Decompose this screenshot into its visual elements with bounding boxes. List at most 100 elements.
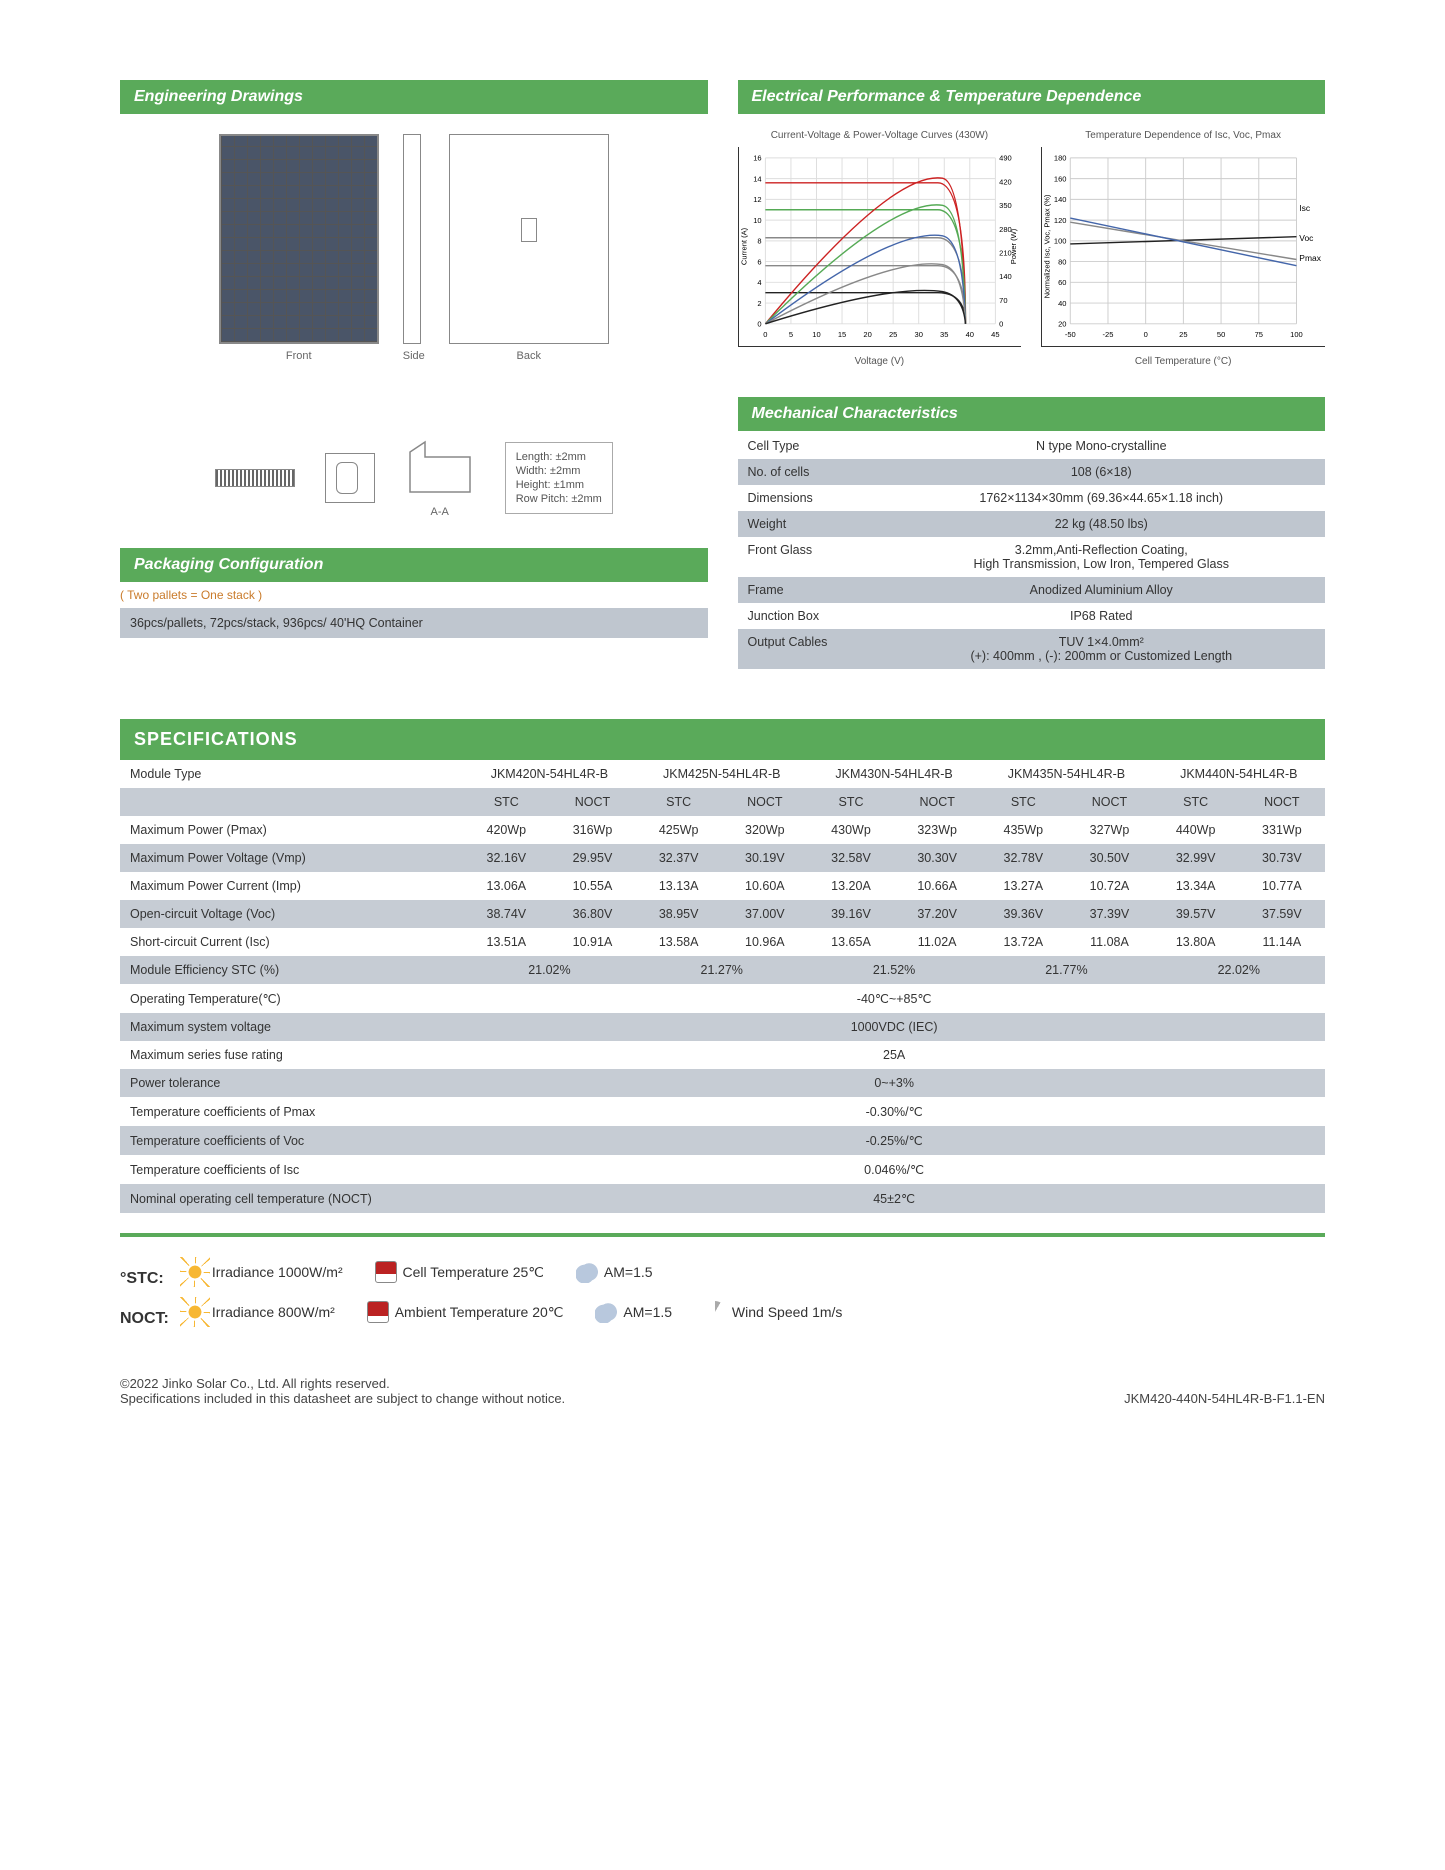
spec-val: 37.59V xyxy=(1239,900,1325,928)
spec-val: 10.72A xyxy=(1066,872,1152,900)
stc-1: Cell Temperature 25℃ xyxy=(403,1257,545,1288)
mech-val: Anodized Aluminium Alloy xyxy=(878,577,1326,603)
aa-label: A-A xyxy=(405,506,475,518)
charts-row: Current-Voltage & Power-Voltage Curves (… xyxy=(738,130,1326,367)
spec-val: 25A xyxy=(463,1041,1325,1069)
left-mid-col: A-A Length: ±2mm Width: ±2mm Height: ±1m… xyxy=(120,397,708,669)
mech-row: Weight22 kg (48.50 lbs) xyxy=(738,511,1326,537)
spec-val: 327Wp xyxy=(1066,816,1152,844)
svg-text:0: 0 xyxy=(763,330,767,339)
footer-left: ©2022 Jinko Solar Co., Ltd. All rights r… xyxy=(120,1376,565,1406)
spec-val: 320Wp xyxy=(722,816,808,844)
copyright-text: ©2022 Jinko Solar Co., Ltd. All rights r… xyxy=(120,1376,565,1391)
spec-table: Module TypeJKM420N-54HL4R-BJKM425N-54HL4… xyxy=(120,760,1325,1213)
spec-val: 30.19V xyxy=(722,844,808,872)
bracket-drawing: A-A xyxy=(405,437,475,518)
svg-text:Power (W): Power (W) xyxy=(1009,228,1018,264)
svg-text:Current (A): Current (A) xyxy=(739,227,748,265)
svg-text:10: 10 xyxy=(753,216,761,225)
svg-text:15: 15 xyxy=(837,330,845,339)
model-header: JKM425N-54HL4R-B xyxy=(636,760,808,788)
mech-val: 108 (6×18) xyxy=(878,459,1326,485)
cond-header: NOCT xyxy=(722,788,808,816)
spec-val: 39.16V xyxy=(808,900,894,928)
noct-row: NOCT: Irradiance 800W/m² Ambient Tempera… xyxy=(120,1297,1325,1337)
iv-xlabel: Voltage (V) xyxy=(738,356,1022,367)
spec-val: -0.30%/℃ xyxy=(463,1097,1325,1126)
spec-val: 21.27% xyxy=(636,956,808,984)
spec-val: 38.74V xyxy=(463,900,549,928)
svg-text:350: 350 xyxy=(999,201,1012,210)
side-drawing: Side xyxy=(403,134,425,362)
spec-val: 13.06A xyxy=(463,872,549,900)
noct-3: Wind Speed 1m/s xyxy=(732,1297,843,1328)
spec-val: 13.65A xyxy=(808,928,894,956)
spec-val: 37.20V xyxy=(894,900,980,928)
mech-key: Dimensions xyxy=(738,485,878,511)
mech-key: Cell Type xyxy=(738,433,878,459)
mech-row: Dimensions1762×1134×30mm (69.36×44.65×1.… xyxy=(738,485,1326,511)
cond-header: NOCT xyxy=(1066,788,1152,816)
spec-val: 32.58V xyxy=(808,844,894,872)
model-header: JKM435N-54HL4R-B xyxy=(980,760,1152,788)
clamp-drawing xyxy=(325,453,375,503)
svg-text:4: 4 xyxy=(757,278,761,287)
spec-val: 13.20A xyxy=(808,872,894,900)
drawings-container: Front Side Back xyxy=(120,134,708,362)
cloud-icon xyxy=(595,1301,617,1323)
spec-label: Module Efficiency STC (%) xyxy=(120,956,463,984)
pack-header: Packaging Configuration xyxy=(120,548,708,582)
spec-val: 11.02A xyxy=(894,928,980,956)
spec-val: 37.39V xyxy=(1066,900,1152,928)
cond-header: NOCT xyxy=(549,788,635,816)
spec-label: Operating Temperature(℃) xyxy=(120,984,463,1013)
spec-val: 331Wp xyxy=(1239,816,1325,844)
mech-key: No. of cells xyxy=(738,459,878,485)
svg-text:180: 180 xyxy=(1054,154,1067,163)
spec-val: 22.02% xyxy=(1153,956,1325,984)
mid-row: A-A Length: ±2mm Width: ±2mm Height: ±1m… xyxy=(120,397,1325,669)
front-drawing: Front xyxy=(219,134,379,362)
svg-text:0: 0 xyxy=(757,320,761,329)
spec-val: 10.66A xyxy=(894,872,980,900)
model-header: JKM430N-54HL4R-B xyxy=(808,760,980,788)
mech-row: Front Glass3.2mm,Anti-Reflection Coating… xyxy=(738,537,1326,577)
svg-text:Voc: Voc xyxy=(1300,233,1315,243)
spec-val: -0.25%/℃ xyxy=(463,1126,1325,1155)
tol-length: Length: ±2mm xyxy=(516,451,602,463)
temp-svg: -50-25025507510020406080100120140160180I… xyxy=(1041,147,1325,347)
iv-title: Current-Voltage & Power-Voltage Curves (… xyxy=(738,130,1022,141)
svg-text:70: 70 xyxy=(999,296,1007,305)
temp-xlabel: Cell Temperature (°C) xyxy=(1041,356,1325,367)
disclaimer-text: Specifications included in this datashee… xyxy=(120,1391,565,1406)
spec-val: 10.91A xyxy=(549,928,635,956)
spec-val: 32.37V xyxy=(636,844,722,872)
svg-text:100: 100 xyxy=(1054,237,1067,246)
spec-val: 10.96A xyxy=(722,928,808,956)
svg-text:100: 100 xyxy=(1290,330,1303,339)
spec-val: 10.60A xyxy=(722,872,808,900)
svg-text:0: 0 xyxy=(999,320,1003,329)
spec-label: Short-circuit Current (Isc) xyxy=(120,928,463,956)
cond-header: STC xyxy=(1153,788,1239,816)
svg-text:140: 140 xyxy=(1054,195,1067,204)
electrical-col: Electrical Performance & Temperature Dep… xyxy=(738,80,1326,367)
svg-text:40: 40 xyxy=(1058,299,1066,308)
engineering-col: Engineering Drawings Front Side Back xyxy=(120,80,708,367)
svg-text:5: 5 xyxy=(788,330,792,339)
model-header: JKM420N-54HL4R-B xyxy=(463,760,635,788)
spec-label: Maximum Power (Pmax) xyxy=(120,816,463,844)
svg-text:160: 160 xyxy=(1054,174,1067,183)
spec-val: 11.08A xyxy=(1066,928,1152,956)
svg-text:20: 20 xyxy=(1058,320,1066,329)
spec-val: 13.34A xyxy=(1153,872,1239,900)
spec-label: Maximum system voltage xyxy=(120,1013,463,1041)
spec-label: Maximum series fuse rating xyxy=(120,1041,463,1069)
mech-col: Mechanical Characteristics Cell TypeN ty… xyxy=(738,397,1326,669)
back-drawing: Back xyxy=(449,134,609,362)
svg-text:25: 25 xyxy=(1179,330,1187,339)
tol-height: Height: ±1mm xyxy=(516,479,602,491)
cond-header: STC xyxy=(980,788,1066,816)
svg-text:Isc: Isc xyxy=(1300,203,1312,213)
svg-text:120: 120 xyxy=(1054,216,1067,225)
